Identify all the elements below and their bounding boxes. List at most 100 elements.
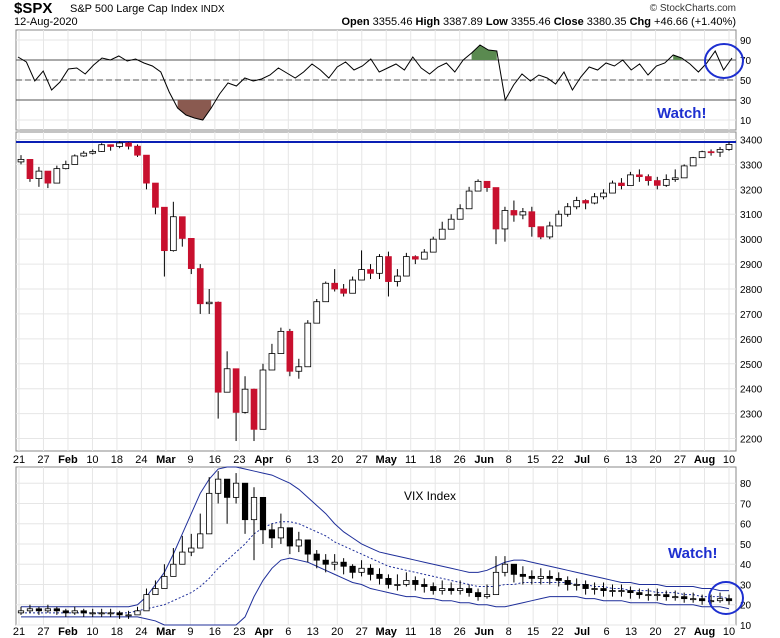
price-candle-body [187,238,195,269]
price-candle-body [600,192,607,198]
vix-candle-body [71,610,78,614]
price-x-tick-label: 15 [527,454,539,466]
vix-candle-body [528,575,535,579]
price-x-tick-label: 10 [86,454,98,466]
vix-x-tick-label: Jul [574,626,590,638]
price-candle-body [313,301,321,324]
vix-x-tick-label: 6 [285,626,291,638]
rsi-overbought-fill [471,45,497,60]
price-tick-label: 2200 [740,435,763,446]
price-candle-body [671,177,679,181]
price-candle-body [653,180,661,186]
vix-highlight-circle [708,581,744,615]
vix-x-tick-label: 20 [649,626,661,638]
price-candle-body [501,210,509,230]
vix-tick-label: 50 [740,540,752,551]
price-x-tick-label: 16 [209,454,221,466]
vix-candle-body [699,598,706,602]
price-candle-body [143,154,150,184]
price-x-tick-label: Apr [254,454,274,466]
price-candle-body [53,168,61,184]
price-tick-label: 2900 [740,260,763,271]
rsi-tick-label: 70 [740,56,752,67]
price-candle-body [98,144,105,152]
vix-upper-band [21,466,729,608]
price-candle-body [331,282,338,290]
price-candle-body [698,151,706,159]
ohlc-readout: Open 3355.46 High 3387.89 Low 3355.46 Cl… [341,16,736,28]
price-candle-body [62,163,70,170]
price-tick-label: 2700 [740,310,763,321]
vix-candle-body [295,539,302,547]
vix-candle-body [80,610,87,614]
price-candle-body [35,170,43,180]
price-candle-body [259,369,267,430]
vix-x-tick-label: 22 [551,626,563,638]
vix-candle-body [188,547,195,553]
price-candle-body [662,179,670,186]
vix-candle-body [161,575,168,589]
vix-candle-body [403,580,410,585]
index-full-name: S&P 500 Large Cap Index [70,3,198,15]
price-panel-frame [15,131,737,452]
price-candle-body [286,330,294,372]
vix-candle-body [627,590,634,593]
vix-candle-body [125,614,132,617]
vix-candle-body [268,529,276,539]
open-value: 3355.46 [372,16,413,28]
price-candle-body [89,151,97,154]
price-x-tick-label: 9 [187,454,193,466]
stockcharts-brand[interactable]: © StockCharts.com [649,3,736,14]
close-value: 3380.35 [586,16,627,28]
price-candle-body [178,216,186,239]
chg-value: +46.66 (+1.40%) [654,16,736,28]
price-candle-body [573,200,580,208]
vix-candle-body [170,563,177,577]
open-label: Open [341,16,370,28]
vix-candle-body [143,594,150,612]
vix-candle-body [224,478,231,498]
price-candle-body [232,368,240,413]
vix-tick-label: 10 [740,621,752,632]
vix-x-tick-label: Jun [474,626,494,638]
price-x-tick-label: Jul [574,454,590,466]
price-candle-body [268,353,276,371]
price-tick-label: 3000 [740,235,763,246]
vix-candle-body [179,551,186,565]
price-candle-body [116,142,123,147]
price-candle-body [645,176,652,181]
vix-panel: 10 20 30 40 50 60 70 80 [16,466,752,632]
price-candle-body [152,182,159,208]
vix-candle-body [421,584,428,587]
price-x-tick-label: 13 [625,454,637,466]
vix-candle-body [636,592,643,596]
vix-x-tick-label: 15 [527,626,539,638]
vix-candle-body [53,608,60,612]
price-candle-body [385,256,392,282]
vix-candle-body [412,580,419,585]
price-candle-body [44,170,52,184]
vix-candle-body [250,496,258,521]
price-candle-body [340,288,347,294]
vix-x-tick-label: 10 [723,626,735,638]
vix-x-tick-label: Feb [58,626,78,638]
vix-tick-label: 60 [740,520,752,531]
vix-tick-label: 70 [740,499,752,510]
price-candle-body [716,149,724,153]
price-candle-body [429,238,437,253]
vix-candle-body [573,584,580,586]
high-value: 3387.89 [443,16,483,28]
vix-candle-body [331,561,338,565]
close-label: Close [553,16,584,28]
price-x-tick-label: 18 [429,454,441,466]
vix-candle-body [98,612,105,615]
price-x-tick-label: 6 [285,454,291,466]
price-tick-label: 3400 [740,135,763,146]
price-candle-body [403,256,410,277]
vix-candle-body [654,594,661,597]
price-candle-body [358,269,365,281]
vix-candle-body [277,527,284,539]
vix-candle-body [259,496,267,531]
price-candle-body [304,322,312,368]
